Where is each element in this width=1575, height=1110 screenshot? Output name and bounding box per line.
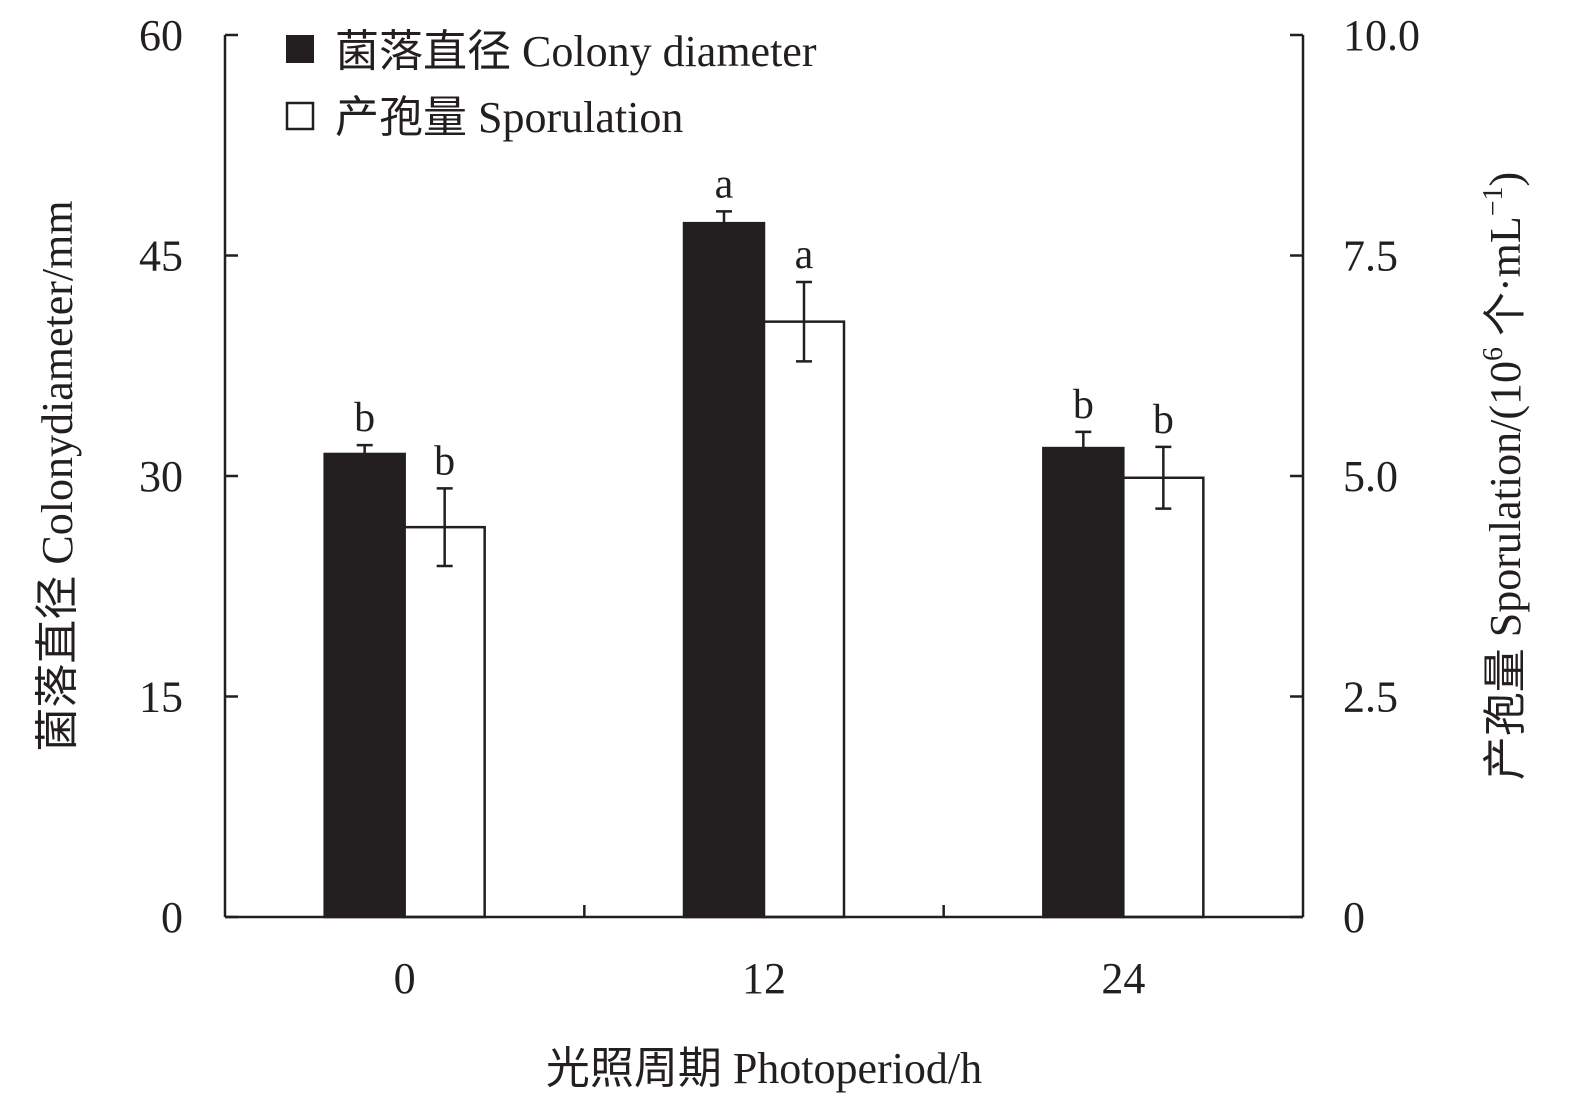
significance-label-colony-diameter-0: b (354, 395, 375, 441)
x-axis-title: 光照周期 Photoperiod/h (546, 1044, 982, 1093)
error-bar-colony-diameter-24 (1075, 430, 1092, 466)
significance-label-sporulation-24: b (1153, 397, 1174, 443)
significance-label-sporulation-0: b (434, 438, 455, 484)
bars-group (323, 221, 1205, 919)
significance-labels-group: b b a a b b (354, 161, 1174, 484)
left-y-tick-label-60: 60 (139, 11, 183, 60)
right-y-tick-label-10.0: 10.0 (1343, 11, 1420, 60)
error-bar-colony-diameter-12 (716, 210, 732, 237)
bar-colony-diameter-24 (1042, 446, 1125, 919)
right-y-tick-label-7.5: 7.5 (1343, 232, 1398, 281)
right-y-axis-title: 产孢量 Sporulation/(106 个·mL−1) (1478, 172, 1530, 780)
significance-label-colony-diameter-12: a (715, 161, 734, 207)
x-tick-label-24: 24 (1101, 954, 1145, 1003)
x-tick-label-12: 12 (742, 954, 786, 1003)
error-bar-sporulation-0 (436, 487, 453, 568)
bar-colony-diameter-12 (682, 221, 766, 919)
left-y-tick-label-45: 45 (139, 232, 183, 281)
left-y-tick-label-15: 15 (139, 673, 183, 722)
right-y-tick-label-0: 0 (1343, 893, 1365, 942)
bar-sporulation-0 (403, 525, 486, 919)
right-y-axis-title-sup2: −1 (1478, 186, 1509, 216)
right-y-ticks: 0 2.5 5.0 7.5 10.0 (1290, 11, 1420, 942)
right-y-tick-label-5.0: 5.0 (1343, 452, 1398, 501)
legend: 菌落直径 Colony diameter 产孢量 Sporulation (285, 27, 817, 142)
right-y-axis-title-close: ) (1481, 172, 1530, 187)
left-y-ticks: 0 15 30 45 60 (139, 11, 238, 942)
legend-swatch-colony-diameter (286, 35, 314, 63)
legend-label-colony-diameter: 菌落直径 Colony diameter (335, 27, 817, 76)
error-bar-colony-diameter-0 (356, 443, 373, 465)
right-y-axis-title-unit: 个·mL (1481, 216, 1530, 347)
left-y-tick-label-0: 0 (161, 893, 183, 942)
significance-label-colony-diameter-24: b (1073, 382, 1094, 428)
significance-label-sporulation-12: a (795, 232, 814, 278)
x-ticks: 0 12 24 (394, 905, 1145, 1003)
legend-swatch-sporulation (285, 101, 315, 131)
x-tick-label-0: 0 (394, 954, 416, 1003)
left-y-tick-label-30: 30 (139, 452, 183, 501)
legend-label-sporulation: 产孢量 Sporulation (335, 93, 683, 142)
error-bars-group (356, 210, 1172, 568)
right-y-tick-label-2.5: 2.5 (1343, 673, 1398, 722)
right-y-axis-title-sup: 6 (1478, 347, 1509, 361)
right-y-axis-title-main: 产孢量 Sporulation/(10 (1481, 361, 1530, 780)
error-bar-sporulation-12 (796, 280, 812, 363)
bar-sporulation-24 (1122, 476, 1205, 919)
bar-colony-diameter-0 (323, 452, 406, 919)
bar-sporulation-12 (762, 320, 846, 919)
left-y-axis-title: 菌落直径 Colonydiameter/mm (33, 200, 82, 751)
error-bar-sporulation-24 (1155, 445, 1172, 510)
